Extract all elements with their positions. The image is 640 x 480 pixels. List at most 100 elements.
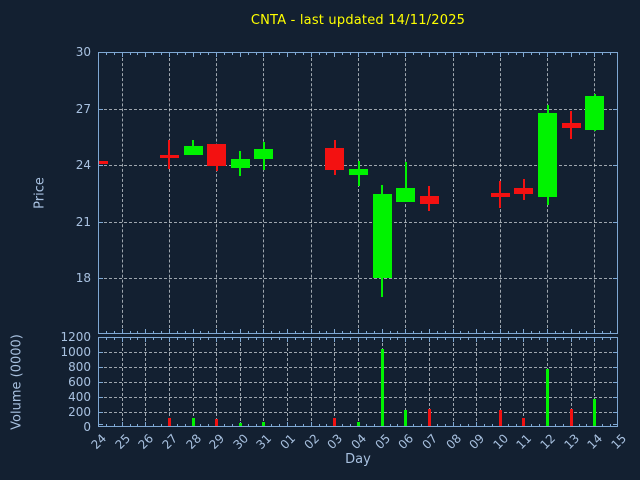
volume-bar bbox=[215, 419, 219, 426]
volume-tick-label: 0 bbox=[83, 420, 91, 434]
axis-tick bbox=[515, 338, 517, 340]
axis-tick bbox=[287, 53, 289, 57]
volume-tick-label: 1200 bbox=[60, 330, 91, 344]
price-tick-label: 24 bbox=[75, 158, 91, 173]
volume-bar bbox=[191, 417, 195, 426]
axis-tick bbox=[271, 338, 273, 340]
axis-tick bbox=[145, 422, 147, 426]
gridline-v bbox=[594, 338, 596, 426]
axis-tick bbox=[468, 53, 470, 55]
axis-tick bbox=[145, 53, 147, 57]
axis-tick bbox=[176, 53, 178, 55]
price-tick-label: 21 bbox=[75, 214, 91, 229]
axis-tick bbox=[381, 329, 383, 333]
candle-body bbox=[396, 187, 416, 202]
axis-tick bbox=[113, 338, 115, 340]
axis-tick bbox=[318, 424, 320, 426]
axis-tick bbox=[342, 424, 344, 426]
axis-tick bbox=[263, 53, 265, 57]
gridline-v bbox=[358, 53, 359, 333]
price-tick-label: 27 bbox=[75, 101, 91, 116]
axis-tick bbox=[460, 331, 462, 333]
axis-tick bbox=[231, 338, 233, 340]
gridline-v bbox=[452, 53, 454, 333]
axis-tick bbox=[342, 338, 344, 340]
axis-tick bbox=[200, 338, 202, 340]
candle-body bbox=[490, 192, 510, 198]
axis-tick bbox=[570, 329, 572, 333]
axis-tick bbox=[531, 338, 533, 340]
axis-tick bbox=[161, 338, 163, 340]
axis-tick bbox=[200, 424, 202, 426]
candle-body bbox=[159, 154, 179, 158]
volume-bar bbox=[569, 408, 573, 426]
axis-tick bbox=[99, 412, 103, 413]
axis-tick bbox=[444, 331, 446, 333]
axis-tick bbox=[562, 53, 564, 55]
axis-tick bbox=[318, 53, 320, 55]
axis-tick bbox=[389, 331, 391, 333]
gridline-v bbox=[428, 338, 430, 426]
axis-tick bbox=[294, 331, 296, 333]
axis-tick bbox=[99, 424, 103, 425]
axis-tick bbox=[586, 53, 588, 55]
axis-tick bbox=[239, 329, 241, 333]
axis-tick bbox=[484, 53, 486, 55]
axis-tick bbox=[153, 331, 155, 333]
axis-tick bbox=[452, 329, 454, 333]
axis-tick bbox=[294, 338, 296, 340]
axis-tick bbox=[613, 165, 617, 167]
axis-tick bbox=[129, 424, 131, 426]
axis-tick bbox=[586, 338, 588, 340]
axis-tick bbox=[192, 338, 194, 342]
axis-tick bbox=[113, 53, 115, 55]
axis-tick bbox=[247, 338, 249, 340]
axis-tick bbox=[350, 331, 352, 333]
axis-tick bbox=[334, 329, 336, 333]
axis-tick bbox=[373, 424, 375, 426]
gridline-v bbox=[476, 338, 478, 426]
axis-tick bbox=[421, 331, 423, 333]
volume-tick-label: 400 bbox=[68, 390, 91, 404]
axis-tick bbox=[539, 424, 541, 426]
candle-body bbox=[230, 158, 250, 169]
axis-tick bbox=[255, 424, 257, 426]
axis-tick bbox=[137, 338, 139, 340]
axis-tick bbox=[247, 331, 249, 333]
price-tick-label: 18 bbox=[75, 271, 91, 286]
axis-tick bbox=[255, 53, 257, 55]
axis-tick bbox=[554, 338, 556, 340]
gridline-v bbox=[499, 338, 501, 426]
axis-tick bbox=[98, 338, 99, 342]
axis-tick bbox=[302, 424, 304, 426]
volume-tick-label: 600 bbox=[68, 375, 91, 389]
axis-tick bbox=[310, 422, 312, 426]
axis-tick bbox=[310, 338, 312, 342]
axis-tick bbox=[613, 382, 617, 383]
axis-tick bbox=[105, 331, 107, 333]
axis-tick bbox=[373, 53, 375, 55]
axis-tick bbox=[200, 53, 202, 55]
axis-tick bbox=[129, 331, 131, 333]
axis-tick bbox=[460, 424, 462, 426]
gridline-v bbox=[168, 53, 170, 333]
axis-tick bbox=[247, 53, 249, 55]
axis-tick bbox=[570, 338, 572, 342]
axis-tick bbox=[523, 329, 525, 333]
volume-tick-label: 1000 bbox=[60, 345, 91, 359]
gridline-v bbox=[145, 338, 147, 426]
candle-body bbox=[372, 193, 392, 279]
gridline-v bbox=[121, 53, 123, 333]
price-axis-label: Price bbox=[32, 177, 48, 209]
axis-tick bbox=[105, 424, 107, 426]
axis-tick bbox=[224, 338, 226, 340]
axis-tick bbox=[224, 424, 226, 426]
axis-tick bbox=[468, 331, 470, 333]
volume-tick-label: 800 bbox=[68, 360, 91, 374]
axis-tick bbox=[421, 53, 423, 55]
axis-tick bbox=[491, 53, 493, 55]
axis-tick bbox=[613, 52, 617, 53]
axis-tick bbox=[255, 338, 257, 340]
axis-tick bbox=[499, 329, 501, 333]
gridline-v bbox=[216, 338, 218, 426]
